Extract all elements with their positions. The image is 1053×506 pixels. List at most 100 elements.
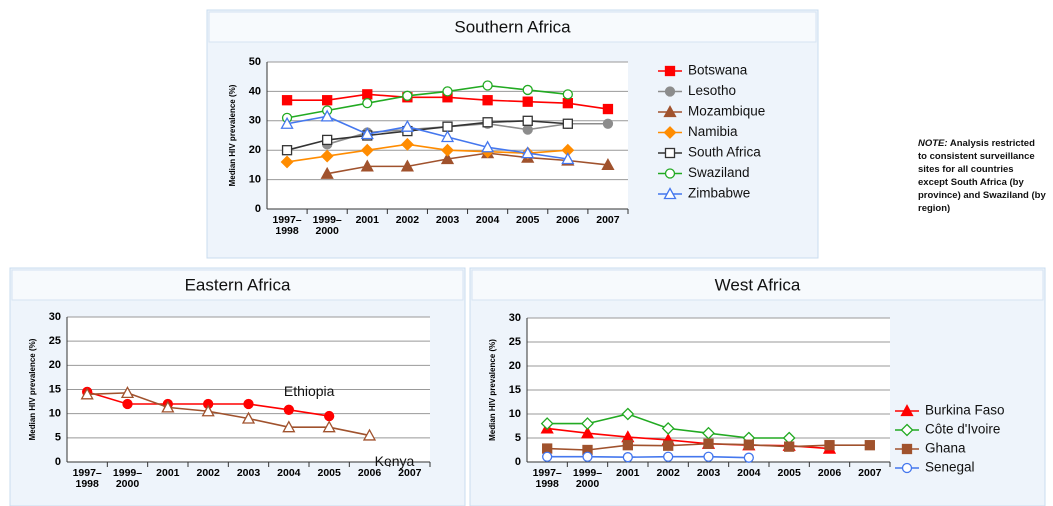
series-line xyxy=(327,152,609,175)
point xyxy=(562,118,573,129)
chart-title: West Africa xyxy=(715,275,801,294)
point xyxy=(322,134,333,146)
point xyxy=(243,398,254,410)
x-tick-label: 1997– 1998 xyxy=(73,467,102,490)
point xyxy=(562,98,573,109)
point xyxy=(522,124,533,135)
x-tick-label: 1999– 2000 xyxy=(113,467,142,490)
point xyxy=(580,426,595,439)
point xyxy=(622,452,633,463)
point xyxy=(282,420,296,433)
point xyxy=(402,90,413,101)
x-tick-label: 1999– 2000 xyxy=(573,467,602,490)
point xyxy=(362,98,373,109)
x-tick-label: 2004 xyxy=(476,214,500,226)
point xyxy=(743,439,754,450)
point xyxy=(522,115,533,126)
legend-marker xyxy=(901,462,913,474)
x-tick-label: 2007 xyxy=(596,214,620,226)
x-tick-label: 2007 xyxy=(398,467,422,479)
y-tick-label: 20 xyxy=(249,144,261,156)
point xyxy=(561,152,575,165)
point xyxy=(362,428,377,441)
point xyxy=(602,118,614,129)
x-tick-label: 2005 xyxy=(516,214,540,226)
x-tick-label: 2001 xyxy=(616,467,640,479)
legend-marker xyxy=(900,404,914,417)
point xyxy=(280,116,294,129)
x-tick-label: 2004 xyxy=(737,467,761,479)
y-tick-label: 50 xyxy=(249,56,261,68)
point xyxy=(601,158,615,171)
legend-label: Côte d'Ivoire xyxy=(925,422,1000,437)
y-tick-label: 30 xyxy=(509,312,521,324)
y-tick-label: 30 xyxy=(49,311,61,323)
point xyxy=(161,400,175,413)
point xyxy=(522,84,533,96)
point xyxy=(320,166,334,179)
legend-marker xyxy=(664,86,676,97)
series-label: Ethiopia xyxy=(284,383,335,399)
y-axis-label: Median HIV prevalence (%) xyxy=(488,339,497,441)
legend-marker xyxy=(663,105,677,118)
x-tick-label: 1997– 1998 xyxy=(272,214,301,237)
y-tick-label: 10 xyxy=(509,408,521,420)
point xyxy=(322,95,333,106)
x-tick-label: 2006 xyxy=(556,214,580,226)
y-tick-label: 10 xyxy=(49,408,61,420)
point xyxy=(622,440,633,451)
point xyxy=(784,441,795,452)
point xyxy=(482,80,493,91)
y-tick-label: 20 xyxy=(49,359,61,371)
point xyxy=(400,119,414,132)
point xyxy=(521,146,535,159)
point xyxy=(663,440,674,451)
point xyxy=(442,121,453,132)
x-tick-label: 1997– 1998 xyxy=(533,467,562,490)
title-bar xyxy=(11,269,464,301)
point xyxy=(442,86,453,97)
point xyxy=(320,109,334,122)
point xyxy=(280,155,294,169)
note-label: NOTE: xyxy=(918,138,948,149)
legend-marker xyxy=(901,443,913,455)
y-tick-label: 5 xyxy=(515,432,521,444)
x-tick-label: 2005 xyxy=(317,467,341,479)
chart-title: Eastern Africa xyxy=(185,275,291,294)
x-tick-label: 2002 xyxy=(196,467,220,479)
point xyxy=(322,420,336,433)
point xyxy=(824,440,835,451)
legend-label: Mozambique xyxy=(688,104,765,119)
point xyxy=(441,143,454,157)
point xyxy=(661,421,675,435)
y-axis-label: Median HIV prevalence (%) xyxy=(28,338,37,440)
point xyxy=(621,407,635,421)
x-tick-label: 1999– 2000 xyxy=(313,214,342,237)
point xyxy=(703,438,714,449)
x-tick-label: 2005 xyxy=(777,467,801,479)
title-bar xyxy=(471,269,1044,301)
x-tick-label: 2004 xyxy=(277,467,301,479)
series-line xyxy=(547,455,749,459)
point xyxy=(324,410,335,422)
point xyxy=(663,451,674,462)
x-tick-label: 2007 xyxy=(858,467,882,479)
legend-marker xyxy=(663,126,677,139)
legend-label: Senegal xyxy=(925,460,975,475)
point xyxy=(241,411,256,424)
chart: Eastern Africa 0 5 10 15 20 25 30 Median HIV pre… xyxy=(9,267,466,506)
legend-label: Burkina Faso xyxy=(925,403,1005,418)
point xyxy=(360,159,374,172)
x-tick-label: 2001 xyxy=(156,467,180,479)
x-tick-label: 2003 xyxy=(436,214,460,226)
legend-marker xyxy=(664,168,676,179)
y-tick-label: 30 xyxy=(249,115,261,127)
series-label: Kenya xyxy=(375,453,415,469)
legend-marker xyxy=(900,423,914,437)
y-tick-label: 20 xyxy=(509,360,521,372)
legend-label: Swaziland xyxy=(688,165,750,180)
y-tick-label: 5 xyxy=(55,432,61,444)
x-tick-label: 2003 xyxy=(697,467,721,479)
legend-label: South Africa xyxy=(688,145,761,160)
